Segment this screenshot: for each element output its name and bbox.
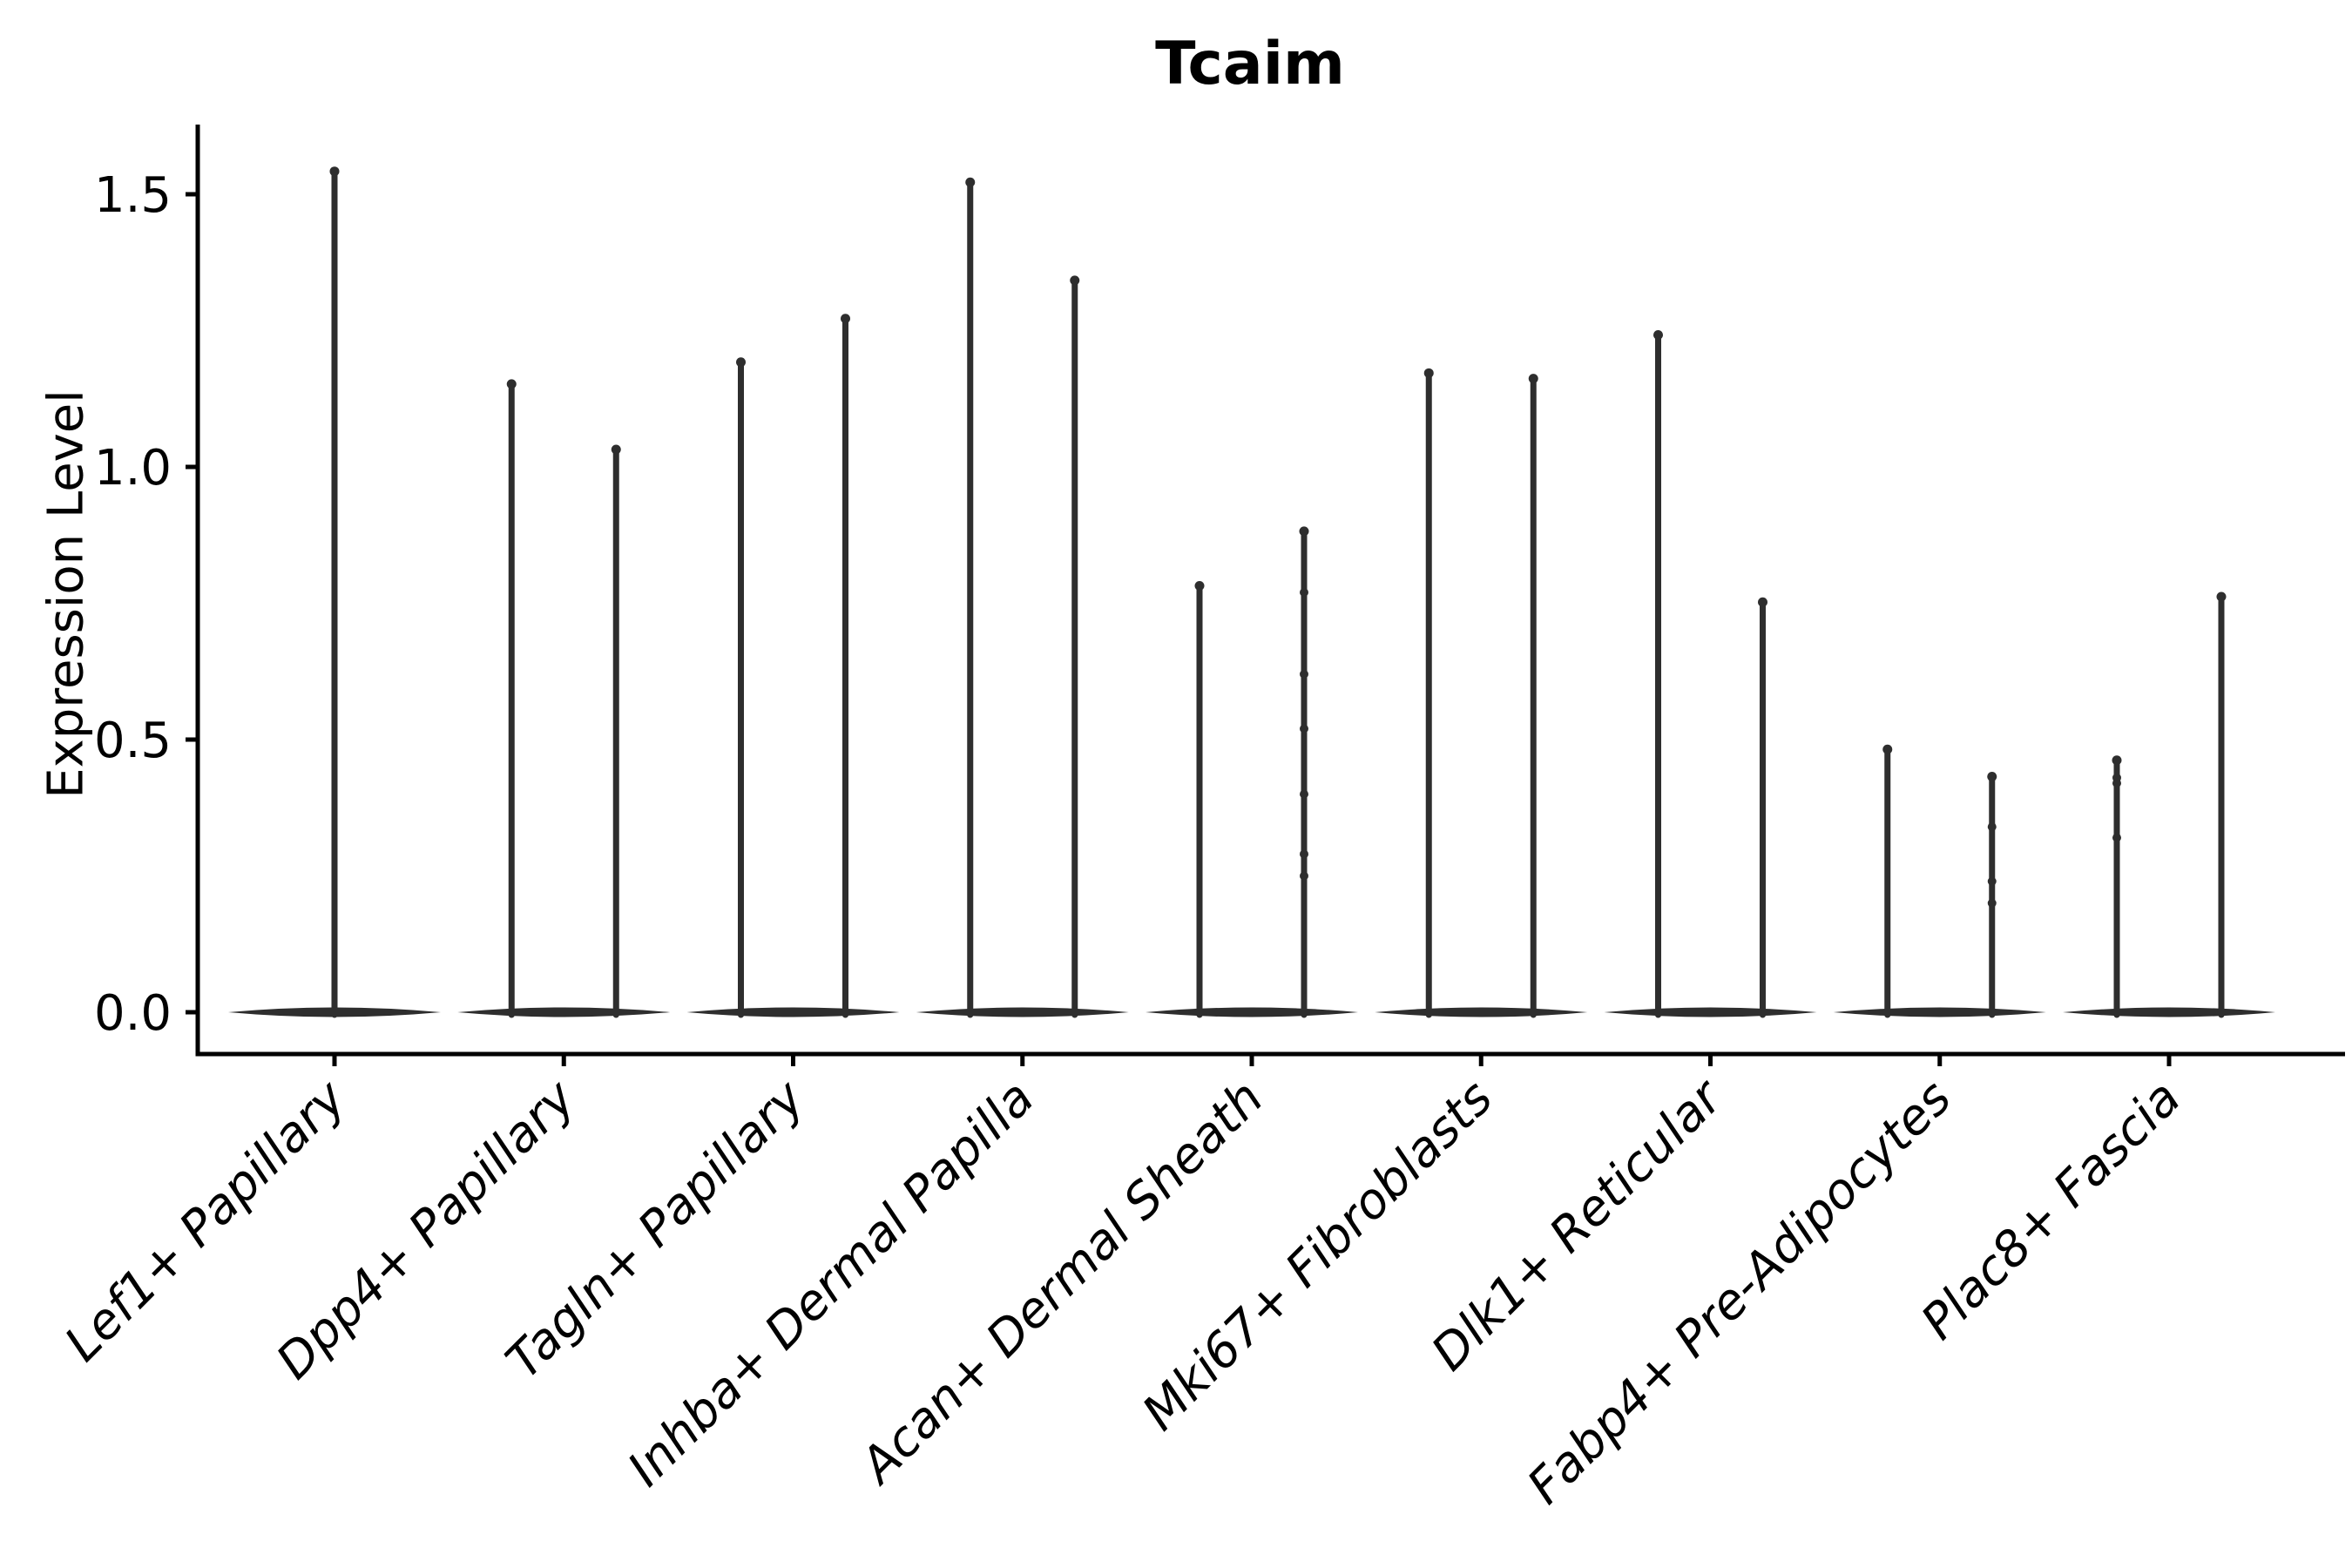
violin-dot [1987, 876, 1997, 886]
chart-title: Tcaim [1155, 30, 1345, 98]
x-tick-label: Acan+ Dermal Sheath [848, 1070, 1274, 1496]
violin-dot [1300, 789, 1308, 799]
x-tick-label: Inhba+ Dermal Papilla [618, 1070, 1045, 1497]
spike-knob [611, 444, 621, 455]
y-tick-label: 0.0 [94, 985, 172, 1042]
spike-knob [736, 357, 746, 368]
spike-knob [965, 177, 976, 187]
violin-base [1833, 1007, 2046, 1017]
violin-base [2063, 1007, 2275, 1017]
spike-knob [1758, 597, 1767, 607]
spike-knob [1194, 580, 1205, 591]
spike-knob [2112, 755, 2122, 766]
violin-dot [1300, 587, 1308, 597]
spike-knob [2216, 591, 2227, 602]
y-tick-label: 1.0 [94, 440, 172, 497]
violin-dot [2112, 833, 2121, 842]
violin-dot [1300, 871, 1308, 881]
spike-knob [841, 314, 850, 324]
spike-knob [1653, 330, 1663, 340]
violin-base [1146, 1007, 1358, 1017]
violin-base [686, 1007, 900, 1017]
spike-knob [1070, 275, 1080, 286]
y-tick-label: 0.5 [94, 713, 172, 769]
violin-dot [1300, 669, 1308, 679]
x-tick-label: Fabp4+ Pre-Adipocytes [1517, 1070, 1962, 1515]
violin-base [1375, 1007, 1588, 1017]
spike-knob [1423, 368, 1434, 378]
violin-dot [1987, 898, 1997, 908]
violin-dot [1987, 822, 1997, 832]
spike-knob [506, 379, 517, 389]
y-tick-label: 1.5 [94, 167, 172, 224]
violin-base [1604, 1007, 1817, 1017]
violin-base [916, 1007, 1129, 1017]
spike-knob [1299, 526, 1309, 537]
spike-knob [1882, 744, 1893, 754]
spike-knob [1528, 374, 1538, 384]
violin-base [457, 1007, 671, 1017]
violin-dot [1300, 849, 1308, 859]
spike-knob [329, 166, 340, 177]
spike-knob [1987, 772, 1997, 782]
violin-dot [1300, 724, 1308, 733]
violin-dot [2112, 779, 2121, 788]
